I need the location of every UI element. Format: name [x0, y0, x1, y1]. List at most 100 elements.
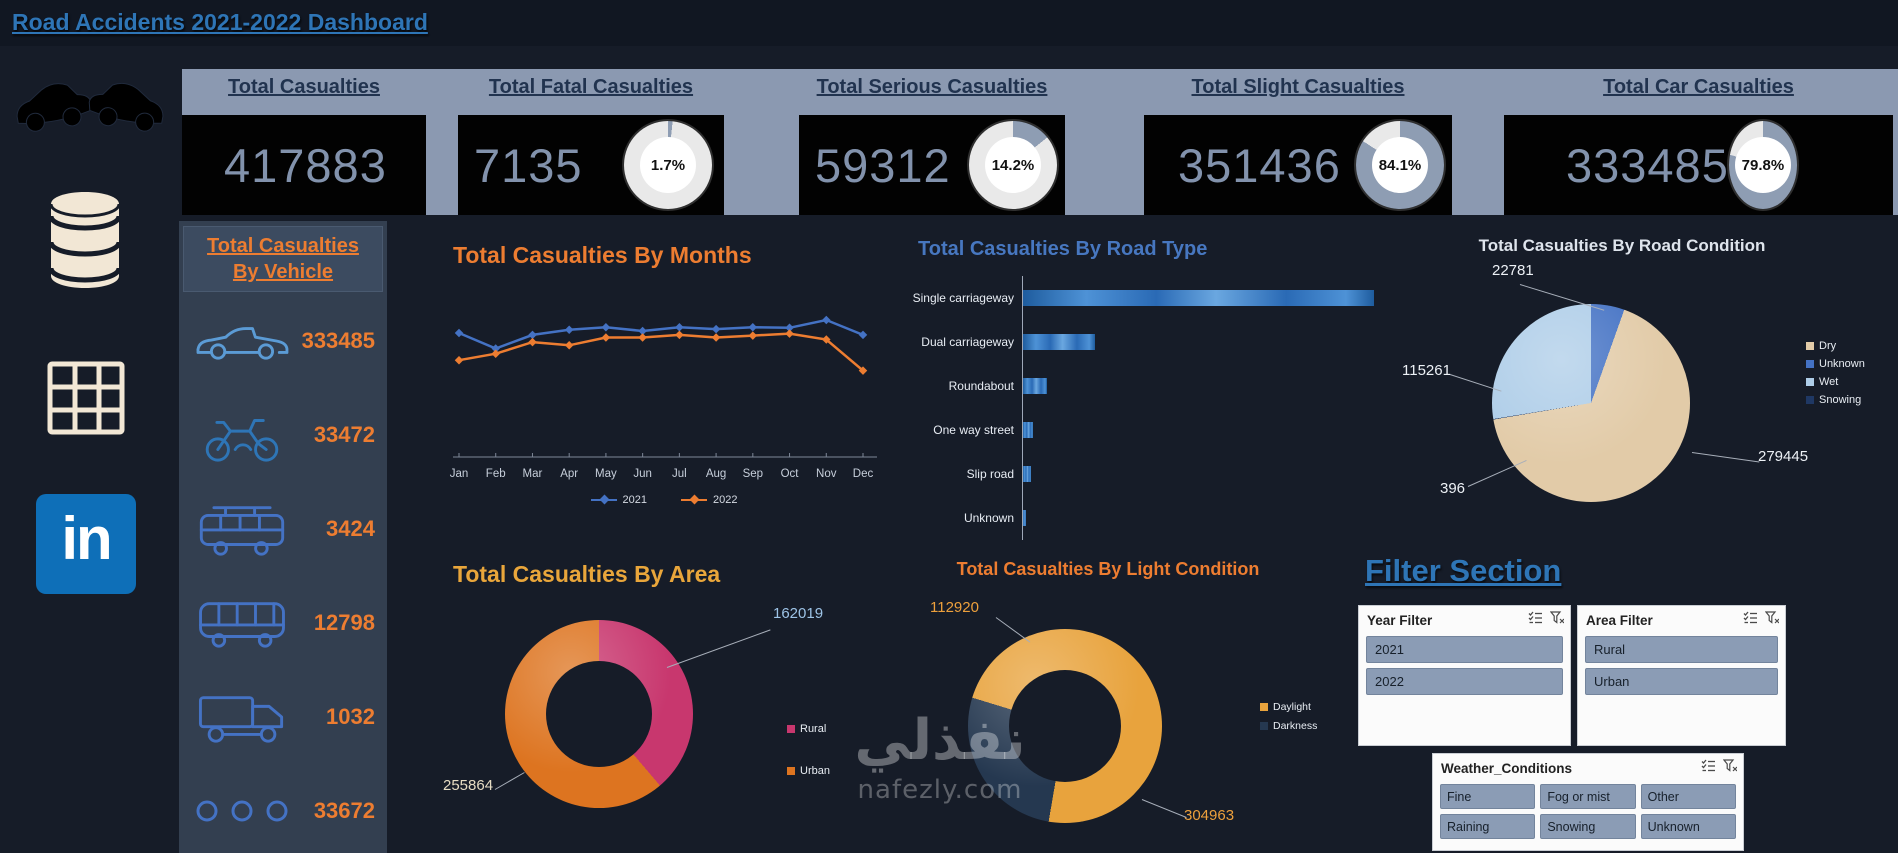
clear-filter-icon[interactable] — [1764, 611, 1780, 629]
bar-fill — [1023, 378, 1047, 394]
table-icon[interactable] — [46, 358, 126, 438]
bus-icon — [187, 596, 297, 650]
bar-track — [1022, 496, 1374, 540]
car-crash-icon — [8, 62, 172, 144]
slicer-weather-conditions: Weather_Conditions Fine Fog or mist Other Ra… — [1432, 753, 1744, 851]
bar-track — [1022, 276, 1374, 320]
leader-line — [1141, 799, 1187, 818]
kpi-title: Total Fatal Casualties — [488, 76, 694, 98]
legend-item-daylight: Daylight — [1260, 701, 1317, 713]
bar-fill — [1023, 334, 1095, 350]
legend-label: Dry — [1819, 340, 1837, 352]
pie-data-label: 115261 — [1402, 362, 1451, 379]
light-condition-legend: Daylight Darkness — [1260, 701, 1317, 732]
area-donut-hole — [546, 661, 652, 767]
month-axis-label: Jun — [633, 468, 652, 480]
legend-label: Unknown — [1819, 358, 1865, 370]
multiselect-icon[interactable] — [1528, 611, 1543, 629]
months-chart-legend: 2021 2022 — [449, 494, 879, 506]
vehicle-panel-title-line1: Total Casualties — [207, 235, 359, 257]
slicer-header: Weather_Conditions — [1433, 754, 1743, 780]
slicer-year-filter: Year Filter 2021 2022 — [1358, 605, 1571, 746]
slicer-item-fog-or-mist[interactable]: Fog or mist — [1540, 784, 1636, 809]
slicer-items: 2021 2022 — [1359, 632, 1570, 699]
series-legend-item: 2022 — [681, 494, 737, 506]
vehicle-row-van: 3424 — [179, 482, 387, 576]
bar-track — [1022, 364, 1374, 408]
vehicle-value: 333485 — [301, 328, 375, 353]
road-type-chart-title: Total Casualties By Road Type — [918, 238, 1208, 260]
kpi-card: 7135 1.7% — [458, 115, 724, 215]
vehicle-list: 333485 33472 3424 12798 1032 33672 — [179, 294, 387, 853]
slicer-item-fine[interactable]: Fine — [1440, 784, 1536, 809]
multiselect-icon[interactable] — [1701, 759, 1716, 777]
month-axis-label: Mar — [522, 468, 543, 480]
bar-fill — [1023, 466, 1031, 482]
clear-filter-icon[interactable] — [1722, 759, 1738, 777]
clear-filter-icon[interactable] — [1549, 611, 1565, 629]
leader-line — [666, 629, 771, 668]
slicer-item-other[interactable]: Other — [1640, 784, 1736, 809]
vehicle-row-bus: 12798 — [179, 576, 387, 670]
slicer-item-raining[interactable]: Raining — [1440, 814, 1536, 839]
area-legend: Rural Urban — [787, 723, 830, 777]
legend-swatch — [1806, 378, 1814, 386]
leader-line — [494, 772, 525, 790]
slicer-item-unknown[interactable]: Unknown — [1640, 814, 1736, 839]
bar-row: Unknown — [902, 496, 1374, 540]
title-bar — [0, 0, 1898, 46]
slicer-items: Fine Fog or mist Other Raining Snowing Unknow… — [1433, 780, 1743, 843]
bar-fill — [1023, 290, 1374, 306]
month-axis-label: Oct — [780, 468, 799, 480]
bar-fill — [1023, 510, 1026, 526]
road-condition-pie — [1492, 304, 1690, 502]
legend-item-snowing: Snowing — [1806, 394, 1865, 406]
vehicle-row-truck: 1032 — [179, 670, 387, 764]
database-icon[interactable] — [46, 188, 124, 292]
slicer-title: Year Filter — [1367, 612, 1433, 628]
kpi-value: 59312 — [815, 138, 951, 192]
kpi-card: 417883 — [182, 115, 426, 215]
legend-item-darkness: Darkness — [1260, 720, 1317, 732]
multiselect-icon[interactable] — [1743, 611, 1758, 629]
filter-section: Filter Section Year Filter 2021 2022 Area F… — [1358, 545, 1898, 853]
road-type-bars: Single carriageway Dual carriageway Rounda… — [902, 276, 1374, 540]
legend-swatch — [1806, 342, 1814, 350]
bar-row: Roundabout — [902, 364, 1374, 408]
bar-category-label: One way street — [933, 423, 1014, 437]
legend-item-urban: Urban — [787, 765, 830, 777]
legend-item-wet: Wet — [1806, 376, 1865, 388]
slicer-item-snowing[interactable]: Snowing — [1540, 814, 1636, 839]
slicer-items: Rural Urban — [1578, 632, 1785, 699]
months-chart-title: Total Casualties By Months — [453, 242, 752, 268]
slicer-item-rural[interactable]: Rural — [1585, 636, 1778, 663]
other-icon — [187, 799, 297, 823]
slicer-item-2022[interactable]: 2022 — [1366, 668, 1563, 695]
vehicle-value: 3424 — [326, 516, 375, 541]
legend-label: Rural — [800, 723, 827, 735]
kpi-value: 333485 — [1566, 138, 1729, 192]
slicer-header: Area Filter — [1578, 606, 1785, 632]
slicer-item-2021[interactable]: 2021 — [1366, 636, 1563, 663]
month-axis-label: Apr — [560, 468, 579, 480]
kpi-value: 351436 — [1178, 138, 1341, 192]
linkedin-icon[interactable]: in — [36, 494, 136, 594]
road-condition-chart-panel: Total Casualties By Road Condition 22781… — [1392, 224, 1898, 545]
slicer-title: Weather_Conditions — [1441, 760, 1573, 776]
light-condition-chart-title: Total Casualties By Light Condition — [956, 559, 1260, 579]
kpi-card: 333485 79.8% — [1504, 115, 1893, 215]
legend-swatch — [787, 767, 795, 775]
slicer-item-urban[interactable]: Urban — [1585, 668, 1778, 695]
pie-data-label: 22781 — [1492, 262, 1534, 279]
light-condition-chart-panel: Total Casualties By Light Condition 1129… — [902, 545, 1380, 853]
slicer-header-icons — [1701, 759, 1738, 777]
legend-swatch — [787, 725, 795, 733]
van-icon — [187, 498, 297, 560]
pie-data-label: 279445 — [1758, 448, 1809, 465]
slicer-header-icons — [1743, 611, 1780, 629]
kpi-card: 351436 84.1% — [1144, 115, 1452, 215]
legend-swatch — [1260, 703, 1268, 711]
motorcycle-icon — [187, 406, 297, 464]
legend-label: Snowing — [1819, 394, 1862, 406]
